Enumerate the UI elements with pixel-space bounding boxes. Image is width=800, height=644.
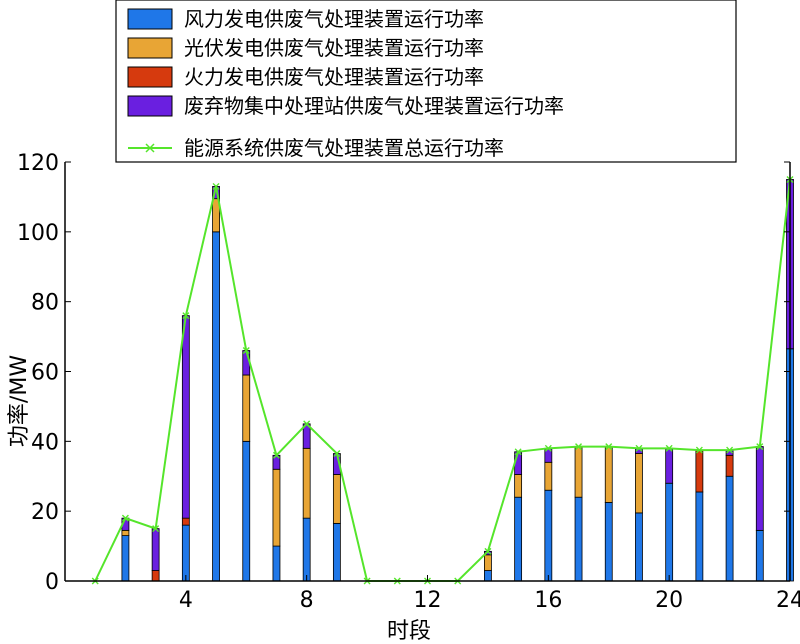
bar-segment-series1-x7: [272, 468, 281, 547]
bar-segment-series0-x7: [272, 545, 281, 582]
bar-segment-series0-x19: [635, 512, 643, 582]
line-point-x9: [333, 450, 341, 458]
bar-segment-series0-x23: [755, 529, 764, 582]
legend-label-solar: 光伏发电供废气处理装置运行功率: [184, 36, 484, 60]
bar-segment-series0-x20: [665, 482, 674, 582]
bar-segment-series1-x16: [544, 461, 553, 491]
bar-segment-series1-x8: [302, 447, 311, 519]
line-point-x18: [605, 443, 613, 451]
plot-area: [91, 175, 794, 585]
bar-segment-series0-x6: [242, 440, 251, 582]
bar-segment-series1-x2: [121, 529, 130, 537]
line-point-x17: [575, 443, 583, 451]
legend-label-thermal: 火力发电供废气处理装置运行功率: [184, 65, 484, 89]
bar-segment-series1-x19: [635, 453, 643, 514]
bar-segment-series1-x14: [484, 554, 492, 571]
bar-segment-series3-x20: [665, 447, 674, 484]
bar-segment-series2-x21: [695, 449, 704, 493]
line-point-x22: [726, 446, 734, 454]
bar-segment-series0-x9: [332, 522, 341, 582]
y-tick-label-40: 40: [31, 430, 59, 455]
bar-segment-series0-x18: [604, 502, 613, 582]
x-tick-label-16: 16: [534, 588, 562, 613]
bar-segment-series3-x4: [181, 315, 190, 519]
line-point-x5: [212, 182, 220, 190]
bar-segment-series1-x15: [514, 474, 523, 498]
x-axis-label: 时段: [387, 619, 431, 644]
line-point-x15: [514, 448, 522, 456]
bar-segment-series0-x14: [484, 570, 492, 582]
line-point-x19: [635, 444, 643, 452]
bar-segment-series2-x4: [181, 517, 190, 526]
x-tick-label-4: 4: [179, 588, 193, 613]
series-line-total: [94, 179, 791, 582]
line-point-x16: [544, 444, 552, 452]
axes: 0 20 40 60 80 100 120 4 8 12 16 20 24: [17, 151, 800, 613]
bar-segment-series0-x15: [514, 496, 523, 582]
bar-segment-series0-x22: [725, 475, 734, 582]
line-point-x3: [152, 525, 160, 533]
bar-segment-series0-x2: [121, 535, 130, 582]
bar-segment-series0-x8: [302, 517, 311, 582]
bar-segment-series1-x18: [604, 446, 613, 503]
legend-swatch-solar: [127, 37, 173, 59]
legend: 风力发电供废气处理装置运行功率 光伏发电供废气处理装置运行功率 火力发电供废气处…: [115, 0, 737, 163]
y-tick-label-20: 20: [31, 500, 59, 525]
x-tick-label-8: 8: [300, 588, 314, 613]
line-point-x21: [695, 446, 703, 454]
bar-segment-series2-x3: [151, 570, 160, 582]
bar-segment-series0-x16: [544, 489, 553, 582]
line-point-x23: [756, 443, 764, 451]
line-point-x4: [182, 312, 190, 320]
bar-segment-series3-x3: [151, 528, 160, 571]
line-point-x6: [242, 347, 250, 355]
bar-segment-series3-x6: [242, 350, 251, 376]
bar-segment-series1-x9: [332, 474, 341, 524]
y-tick-label-60: 60: [31, 361, 59, 386]
line-point-x7: [272, 451, 280, 459]
legend-swatch-waste: [127, 95, 173, 117]
bar-segment-series0-x4: [181, 524, 190, 582]
legend-swatch-wind: [127, 8, 173, 30]
legend-label-total: 能源系统供废气处理装置总运行功率: [184, 136, 504, 160]
line-point-x20: [665, 444, 673, 452]
x-tick-label-24: 24: [776, 588, 800, 613]
y-tick-label-120: 120: [17, 151, 59, 176]
bar-segment-series1-x6: [242, 374, 251, 442]
x-tick-label-12: 12: [414, 588, 442, 613]
y-axis-label: 功率/MW: [7, 355, 32, 447]
legend-marker-total: [145, 143, 155, 153]
y-tick-label-80: 80: [31, 291, 59, 316]
bar-segment-series2-x22: [725, 454, 734, 477]
legend-label-waste: 废弃物集中处理站供废气处理装置运行功率: [184, 94, 564, 118]
legend-swatch-thermal: [127, 66, 173, 88]
bar-segment-series0-x17: [574, 496, 583, 582]
x-tick-label-20: 20: [655, 588, 683, 613]
legend-box: [115, 0, 737, 163]
bar-segment-series0-x5: [212, 231, 220, 582]
bar-segment-series3-x23: [755, 446, 764, 531]
line-point-x8: [303, 420, 311, 428]
bar-segment-series0-x21: [695, 491, 704, 582]
bar-segment-series1-x17: [574, 446, 583, 498]
y-tick-label-100: 100: [17, 221, 59, 246]
line-point-x14: [484, 547, 492, 555]
line-point-x2: [121, 514, 129, 522]
y-tick-label-0: 0: [45, 570, 59, 595]
legend-label-wind: 风力发电供废气处理装置运行功率: [184, 7, 484, 31]
